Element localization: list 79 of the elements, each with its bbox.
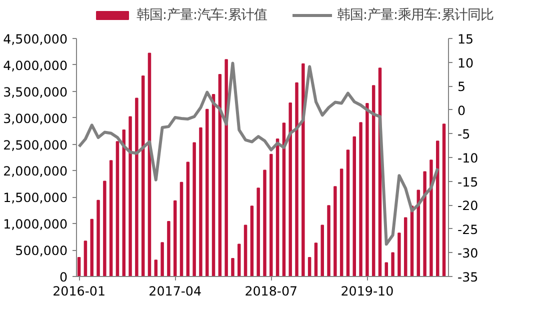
y2-tick-label: -25 [458, 222, 478, 237]
y-tick-label: 2,000,000 [3, 164, 68, 179]
x-tick-label: 2017-04 [148, 284, 202, 298]
bar [135, 98, 138, 276]
bar [218, 74, 222, 276]
bar [167, 220, 170, 276]
bar [154, 260, 158, 276]
y2-tick-label: -5 [458, 126, 470, 142]
bar [391, 252, 394, 276]
bar [109, 160, 113, 276]
bar [442, 124, 446, 276]
bar [256, 188, 260, 276]
bar [423, 171, 426, 276]
x-tick-label: 2016-01 [52, 284, 106, 298]
y2-tick-label: 5 [458, 79, 466, 94]
bar [180, 182, 184, 276]
bar [276, 138, 280, 276]
y2-tick-label: -20 [458, 198, 478, 214]
bar [270, 154, 273, 276]
y-tick-label: 1,500,000 [3, 190, 68, 206]
y2-tick-label: 0 [458, 102, 466, 118]
bar [212, 94, 216, 276]
y2-tick-label: -10 [458, 150, 478, 166]
y-tick-label: 2,500,000 [3, 137, 68, 152]
y2-tick-label: -15 [458, 174, 478, 190]
bar [334, 186, 337, 276]
bar [173, 200, 177, 276]
bar [288, 102, 292, 276]
y-tick-label: 3,000,000 [3, 110, 68, 126]
y-tick-label: 4,000,000 [3, 58, 68, 73]
bar [231, 258, 234, 276]
y2-tick-label: 10 [458, 55, 474, 70]
bar [314, 242, 318, 276]
bar [238, 244, 241, 276]
y-tick-label: 500,000 [15, 243, 68, 258]
bar [116, 141, 120, 276]
bar [366, 103, 369, 276]
bar [302, 63, 305, 276]
bar [84, 240, 88, 276]
bar [398, 232, 401, 276]
bar [205, 108, 209, 276]
bar [340, 168, 344, 276]
bar [295, 82, 298, 276]
y-tick-label: 0 [59, 270, 68, 284]
bar [90, 218, 94, 276]
bar [224, 59, 228, 276]
bar [346, 150, 350, 276]
bar [404, 217, 408, 276]
bar [96, 200, 100, 276]
bar [141, 76, 145, 276]
bar [103, 180, 106, 276]
y-tick-label: 1,000,000 [3, 216, 68, 232]
bar [430, 160, 433, 276]
x-tick-label: 2018-07 [244, 284, 298, 298]
bar [250, 206, 254, 276]
bar [122, 130, 126, 276]
y-tick-label: 4,500,000 [3, 32, 68, 46]
bar [244, 224, 248, 276]
bar [372, 85, 376, 276]
bar [308, 256, 312, 276]
y-tick-label: 3,500,000 [3, 84, 68, 100]
legend-label: 韩国:产量:乘用车:累计同比 [337, 6, 494, 24]
bar [384, 262, 388, 276]
bar [199, 127, 202, 276]
bar [186, 162, 190, 276]
y2-tick-label: -30 [458, 246, 478, 261]
y2-tick-label: 15 [458, 32, 474, 46]
y2-tick-label: -35 [458, 270, 478, 284]
bar [128, 116, 132, 276]
bar [359, 122, 362, 276]
bar [327, 205, 330, 276]
bar [192, 142, 196, 276]
bar [320, 224, 324, 276]
bar [77, 256, 81, 276]
bar [352, 136, 356, 276]
x-tick-label: 2019-10 [340, 284, 394, 298]
bar [263, 170, 266, 276]
bar [160, 242, 164, 276]
legend-label: 韩国:产量:汽车:累计值 [136, 6, 267, 24]
